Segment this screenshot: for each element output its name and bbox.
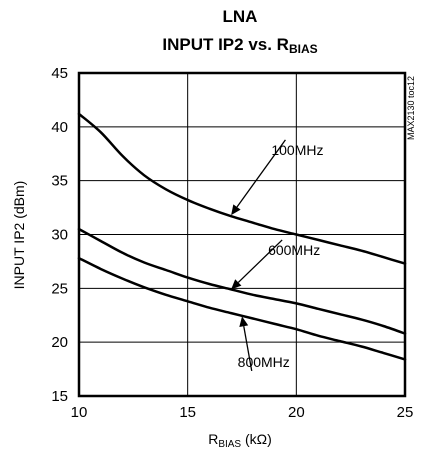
annotation-100mhz-arrow-head [231,204,241,216]
x-tick-label-10: 10 [71,404,88,421]
x-tick-label-20: 20 [288,404,305,421]
chart-title-line1: LNA [223,7,258,26]
annotation-600mhz-arrow-shaft [237,239,283,283]
chart-title-line2-main: INPUT IP2 vs. R [162,35,289,54]
annotation-600mhz-label: 600MHz [268,242,320,258]
annotation-800mhz-arrow-head [239,316,249,327]
part-code: MAX2130 toc12 [406,76,416,140]
x-tick-label-25: 25 [397,404,414,421]
y-tick-label-20: 20 [51,334,68,351]
y-tick-label-45: 45 [51,65,68,82]
annotation-layer: 100MHz 600MHz 800MHz [231,139,323,372]
plot-frame [77,71,407,398]
y-axis-label: INPUT IP2 (dBm) [11,181,27,290]
y-ticks: 15 20 25 30 35 40 45 [51,65,68,405]
x-axis-label-main: R [208,431,218,447]
y-tick-label-40: 40 [51,119,68,136]
series-line-600mhz [77,227,407,335]
annotation-100mhz-arrow-shaft [236,139,286,208]
grid [79,73,405,396]
x-axis-label: RBIAS (kΩ) [208,431,272,450]
x-ticks: 10 15 20 25 [71,404,414,421]
series-layer [77,112,407,361]
y-tick-label-35: 35 [51,173,68,190]
series-line-100mhz [77,112,407,265]
series-line-800mhz [77,256,407,361]
chart-title-line2: INPUT IP2 vs. RBIAS [162,35,317,56]
annotation-100mhz-label: 100MHz [271,142,323,158]
y-tick-label-30: 30 [51,227,68,244]
annotation-800mhz-label: 800MHz [238,354,290,370]
y-tick-label-25: 25 [51,280,68,297]
annotation-800mhz-arrow-shaft [243,326,253,372]
x-axis-label-unit: (kΩ) [241,431,272,447]
chart-title-line2-sub: BIAS [289,42,318,56]
x-tick-label-15: 15 [179,404,196,421]
annotation-600mhz-arrow-head [231,279,242,290]
y-tick-label-15: 15 [51,388,68,405]
x-axis-label-sub: BIAS [218,439,241,450]
